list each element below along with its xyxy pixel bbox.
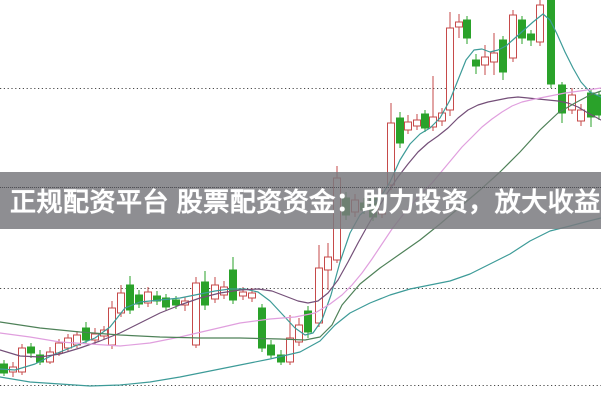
candle-body-down: [304, 310, 312, 333]
candle-body-down: [172, 299, 180, 306]
candle-body-up: [490, 52, 498, 63]
candle-body-up: [577, 109, 585, 122]
candle-body-up: [220, 286, 228, 296]
candle-body-up: [568, 94, 576, 111]
candle-body-up: [239, 291, 247, 297]
candle-body-up: [144, 291, 152, 304]
candle-body-down: [27, 346, 35, 354]
candle-body-down: [472, 59, 480, 67]
candle-body-up: [192, 282, 200, 346]
candle-body-up: [455, 21, 463, 28]
candle-body-down: [463, 19, 471, 39]
banner-text: 正规配资平台 股票配资资金：助力投资，放大收益: [10, 187, 601, 217]
candle-body-up: [446, 27, 454, 111]
candle-body-down: [126, 284, 134, 311]
candle-body-up: [536, 4, 544, 43]
candle-body-down: [229, 269, 237, 301]
candle-body-down: [499, 39, 507, 73]
watermark-banner: 正规配资平台 股票配资资金：助力投资，放大收益: [0, 172, 601, 229]
candle-body-down: [258, 307, 266, 349]
candle-body-down: [0, 363, 8, 374]
candle-body-up: [481, 56, 489, 66]
candle-body-down: [162, 297, 170, 308]
candle-body-up: [404, 121, 412, 131]
candle-body-down: [267, 344, 275, 356]
candle-body-up: [18, 347, 26, 373]
ma-slow-teal-line: [0, 217, 601, 387]
candle-body-down: [277, 354, 285, 363]
candle-body-up: [413, 119, 421, 127]
candle-body-up: [438, 112, 446, 122]
candle-body-down: [595, 94, 601, 116]
candle-body-up: [91, 333, 99, 341]
candle-body-down: [153, 295, 161, 302]
candle-body-up: [509, 14, 517, 59]
candle-body-down: [527, 33, 535, 41]
candle-body-down: [547, 0, 555, 85]
candle-body-down: [421, 113, 429, 129]
candle-body-down: [558, 84, 566, 114]
candle-body-up: [286, 337, 294, 363]
ma-green-line: [0, 90, 601, 341]
candle-body-down: [82, 327, 90, 341]
candle-body-up: [248, 292, 256, 299]
candle-body-up: [324, 256, 332, 271]
candle-body-down: [135, 294, 143, 305]
candle-body-down: [396, 117, 404, 144]
candle-body-up: [315, 267, 323, 324]
gridline-over-banner: [0, 187, 601, 188]
candle-body-up: [108, 307, 116, 346]
